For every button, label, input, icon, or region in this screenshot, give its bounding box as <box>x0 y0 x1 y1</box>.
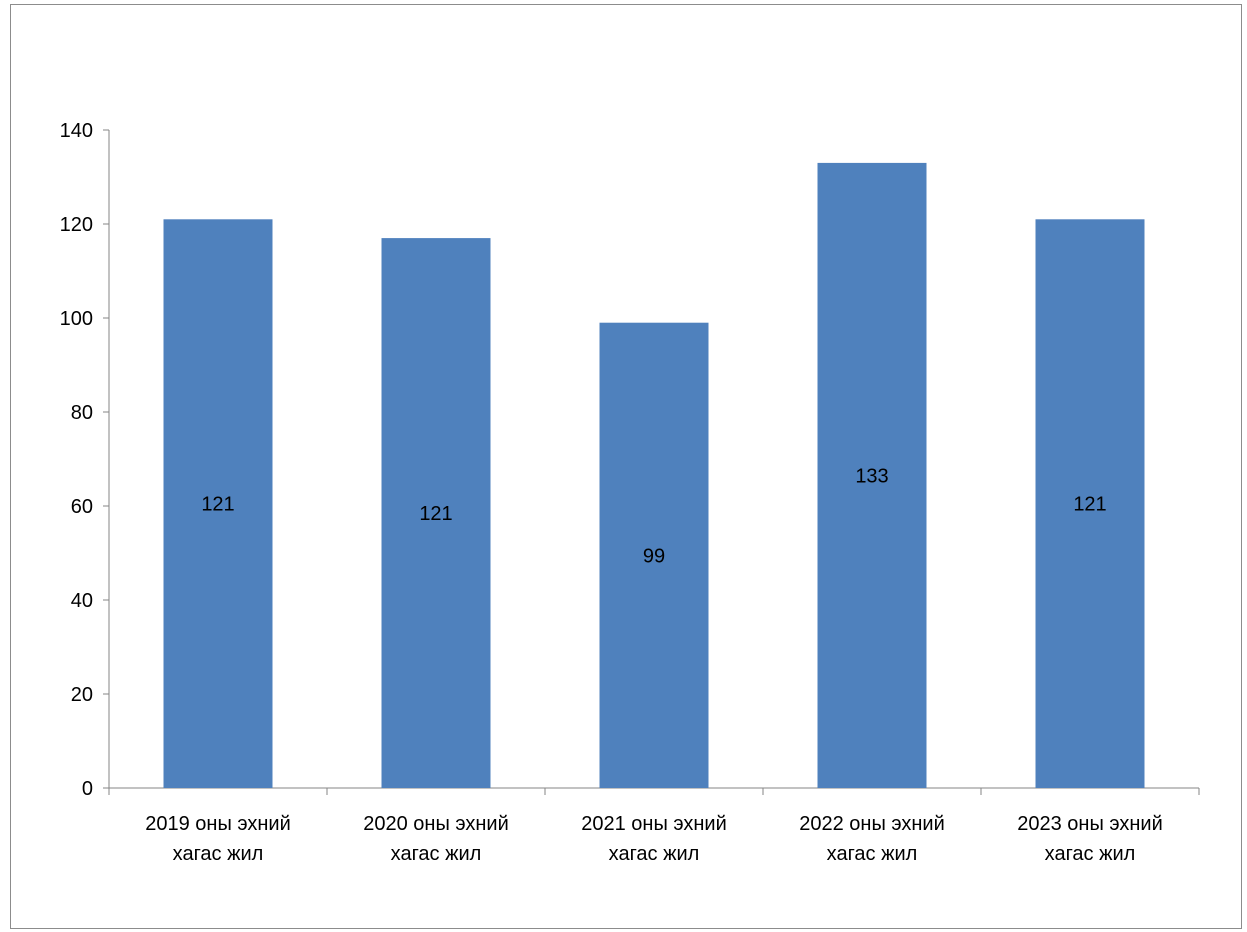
y-tick-label: 100 <box>60 308 93 330</box>
bar <box>381 238 491 789</box>
data-label: 99 <box>643 545 665 567</box>
data-label: 121 <box>1073 494 1106 516</box>
x-category-label: хагас жил <box>827 843 918 865</box>
y-tick-label: 120 <box>60 214 93 236</box>
x-category-label: хагас жил <box>391 843 482 865</box>
bar <box>599 322 709 788</box>
x-category-label: хагас жил <box>1045 843 1136 865</box>
y-tick-label: 140 <box>60 120 93 142</box>
data-label: 121 <box>419 503 452 525</box>
x-category-label: 2022 оны эхний <box>799 813 945 835</box>
y-tick-label: 40 <box>71 590 93 612</box>
x-category-label: 2019 оны эхний <box>145 813 291 835</box>
y-tick-label: 60 <box>71 496 93 518</box>
x-category-label: хагас жил <box>173 843 264 865</box>
y-tick-label: 20 <box>71 684 93 706</box>
x-category-label: 2021 оны эхний <box>581 813 727 835</box>
y-tick-label: 0 <box>82 778 93 800</box>
data-label: 121 <box>201 494 234 516</box>
y-tick-label: 80 <box>71 402 93 424</box>
bar <box>817 162 927 788</box>
chart-frame: 0 20 40 60 80 100 120 140 121 2019 оны эхний хагас… <box>10 4 1242 929</box>
data-label: 133 <box>855 465 888 487</box>
bar-chart: 0 20 40 60 80 100 120 140 121 2019 оны эхний хагас… <box>60 120 1200 865</box>
bar <box>163 219 273 789</box>
bar <box>1035 219 1145 789</box>
x-category-label: хагас жил <box>609 843 700 865</box>
x-category-label: 2020 оны эхний <box>363 813 509 835</box>
x-category-label: 2023 оны эхний <box>1017 813 1163 835</box>
